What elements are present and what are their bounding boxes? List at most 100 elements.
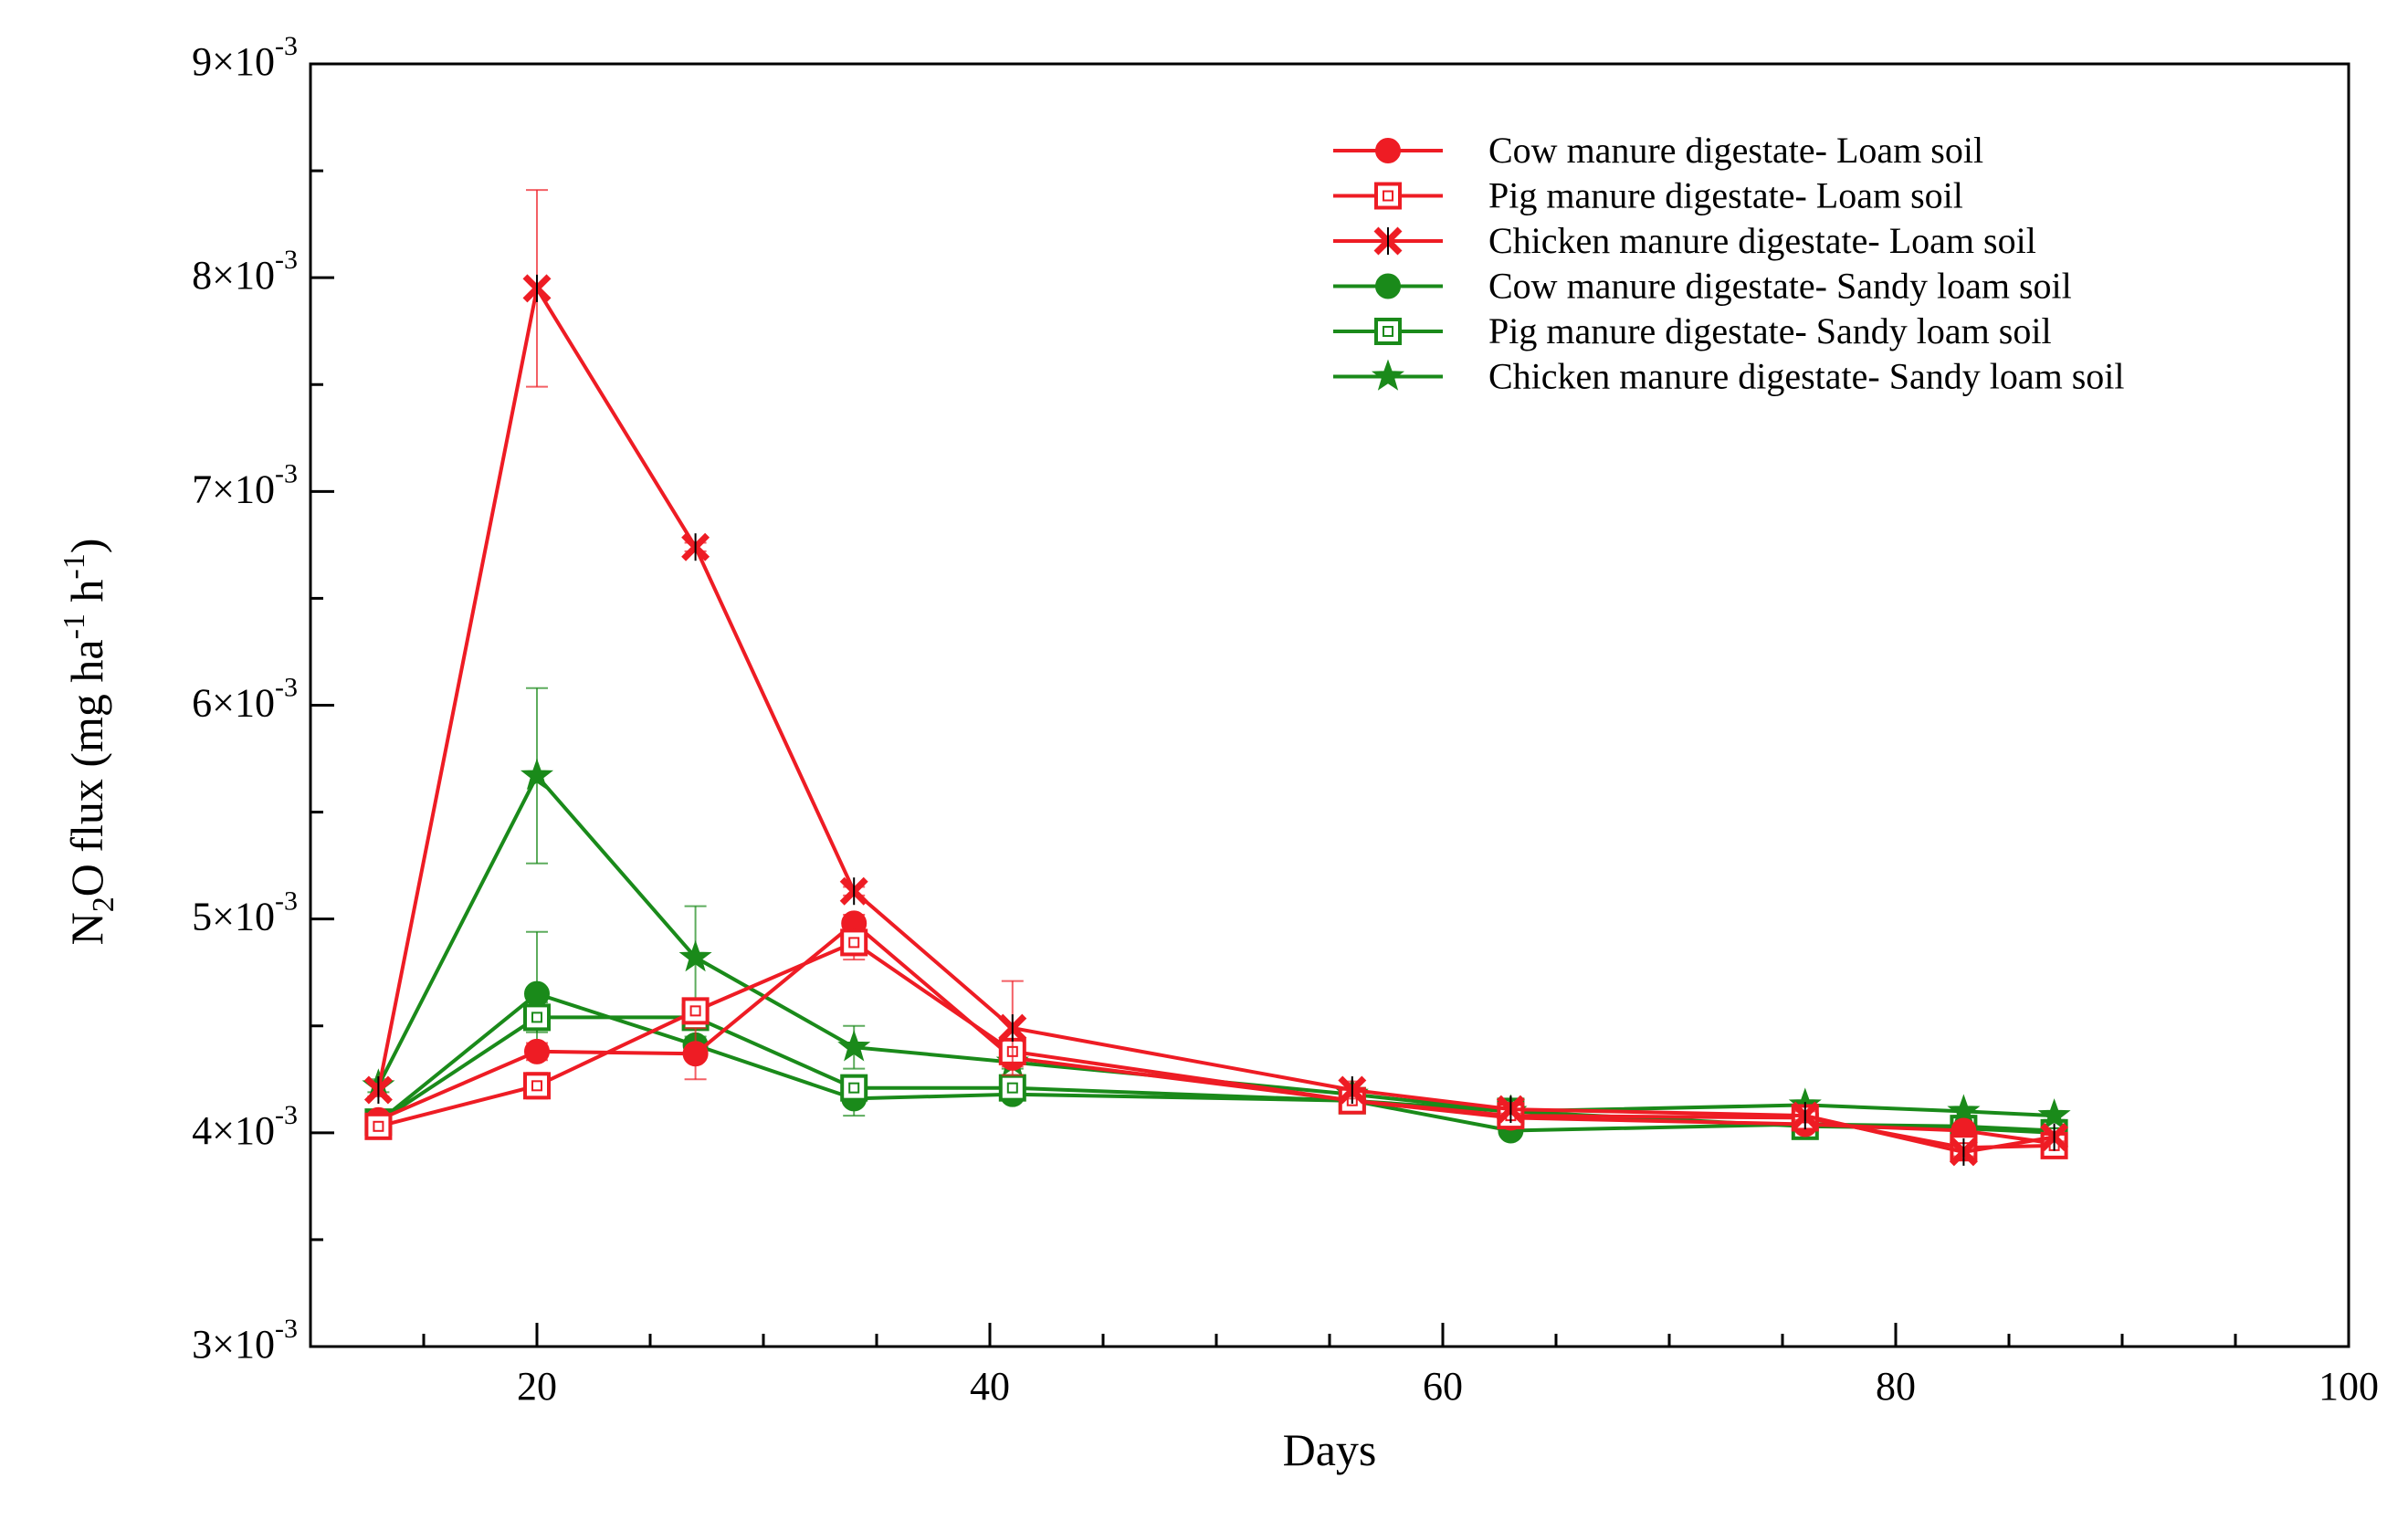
y-title-prefix: N — [61, 912, 112, 945]
y-tick-mantissa: 7×10 — [192, 466, 275, 511]
data-point-box — [364, 1112, 393, 1140]
legend-entry-2: Pig manure digestate- Loam soil — [1333, 175, 1963, 216]
data-point — [1947, 1094, 1981, 1126]
data-point-core — [373, 1120, 384, 1132]
series-line — [376, 283, 2055, 1154]
x-tick-label: 100 — [2319, 1364, 2379, 1409]
y-tick-mantissa: 9×10 — [192, 39, 275, 84]
data-point — [523, 1003, 551, 1032]
data-point — [1791, 1101, 1820, 1130]
y-tick-exponent: -3 — [275, 1100, 298, 1130]
legend-marker — [1374, 182, 1402, 210]
legend-marker-core — [1383, 326, 1393, 337]
data-point — [1496, 1095, 1525, 1124]
data-point — [840, 928, 868, 957]
y-tick-exponent: -3 — [275, 31, 298, 61]
data-point — [837, 1030, 871, 1062]
data-point — [682, 1041, 709, 1067]
data-point-box — [523, 1072, 551, 1100]
data-point-core — [689, 1005, 701, 1017]
legend-entry-6: Chicken manure digestate- Sandy loam soi… — [1333, 356, 2125, 397]
y-tick-mantissa: 3×10 — [192, 1322, 275, 1367]
series-line — [377, 991, 2055, 1133]
y-tick-label: 3×10-3 — [192, 1314, 298, 1367]
y-tick-label: 5×10-3 — [192, 886, 298, 939]
axis-labels-layer: 20 40 60 80 1003×10-34×10-35×10-36×10-37×10-… — [192, 31, 2379, 1409]
legend-marker — [1374, 318, 1402, 345]
y-title-subscript: 2 — [87, 896, 121, 912]
x-tick-label: 80 — [1876, 1364, 1916, 1409]
data-point — [364, 1112, 393, 1140]
data-point — [998, 1013, 1027, 1043]
data-point-box — [523, 1003, 551, 1032]
legend-label: Chicken manure digestate- Sandy loam soi… — [1488, 356, 2125, 397]
y-title-middle-2: h — [61, 580, 112, 614]
y-title-middle: O flux (mg ha — [61, 639, 112, 896]
data-point — [1338, 1075, 1367, 1105]
data-point-core — [1006, 1082, 1018, 1094]
x-tick-label: 40 — [970, 1364, 1010, 1409]
plot-area-frame — [309, 62, 2350, 1348]
data-point — [2037, 1098, 2071, 1130]
legend-entry-4: Cow manure digestate- Sandy loam soil — [1333, 266, 2072, 307]
series-3 — [363, 189, 2069, 1167]
legend-entry-5: Pig manure digestate- Sandy loam soil — [1333, 310, 2052, 351]
legend-label: Pig manure digestate- Sandy loam soil — [1488, 310, 2052, 351]
y-tick-exponent: -3 — [275, 458, 298, 488]
legend-marker-core — [1383, 190, 1393, 202]
legend-label: Cow manure digestate- Sandy loam soil — [1488, 266, 2072, 307]
y-tick-label: 4×10-3 — [192, 1100, 298, 1153]
data-point — [363, 1075, 393, 1105]
data-point-core — [531, 1012, 542, 1023]
legend-entry-1: Cow manure digestate- Loam soil — [1333, 130, 1983, 171]
data-point — [998, 1074, 1026, 1102]
data-point — [523, 1072, 551, 1100]
series-layer — [362, 189, 2071, 1167]
legend-marker — [1373, 226, 1403, 256]
y-tick-exponent: -3 — [275, 673, 298, 703]
data-point — [1949, 1137, 1978, 1167]
legend-marker — [1375, 273, 1401, 299]
data-point — [681, 997, 710, 1025]
y-tick-label: 6×10-3 — [192, 673, 298, 726]
legend-marker — [1375, 138, 1401, 163]
legend-label: Pig manure digestate- Loam soil — [1488, 175, 1963, 216]
data-point-core — [531, 1080, 542, 1092]
data-point — [2040, 1123, 2069, 1151]
y-tick-exponent: -3 — [275, 245, 298, 275]
y-axis-title: N2O flux (mg ha-1 h-1) — [58, 539, 121, 946]
x-tick-label: 60 — [1423, 1364, 1463, 1409]
data-point — [681, 532, 710, 561]
series-line — [377, 920, 2055, 1146]
legend-entry-3: Chicken manure digestate- Loam soil — [1333, 220, 2036, 261]
legend-label: Cow manure digestate- Loam soil — [1488, 130, 1983, 171]
legend-marker-box — [1374, 318, 1402, 345]
data-point — [839, 876, 868, 906]
legend-label: Chicken manure digestate- Loam soil — [1488, 220, 2036, 261]
y-tick-mantissa: 8×10 — [192, 253, 275, 298]
y-tick-label: 9×10-3 — [192, 31, 298, 84]
legend-marker — [1371, 359, 1405, 391]
x-axis-title: Days — [1283, 1424, 1377, 1475]
data-point-box — [840, 1074, 868, 1102]
data-point — [524, 1038, 550, 1064]
legend-marker-box — [1374, 182, 1402, 210]
data-point — [522, 274, 552, 303]
data-point-core — [848, 937, 860, 949]
data-point — [520, 758, 554, 791]
data-point-box — [681, 997, 710, 1025]
data-point — [678, 939, 712, 972]
y-tick-mantissa: 5×10 — [192, 895, 275, 939]
y-tick-exponent: -3 — [275, 886, 298, 917]
data-point-box — [840, 928, 868, 957]
data-point-core — [848, 1082, 860, 1094]
y-title-superscript-1: -1 — [58, 613, 91, 639]
y-tick-exponent: -3 — [275, 1314, 298, 1344]
y-tick-mantissa: 4×10 — [192, 1108, 275, 1153]
data-point-box — [998, 1074, 1026, 1102]
y-tick-label: 8×10-3 — [192, 245, 298, 298]
